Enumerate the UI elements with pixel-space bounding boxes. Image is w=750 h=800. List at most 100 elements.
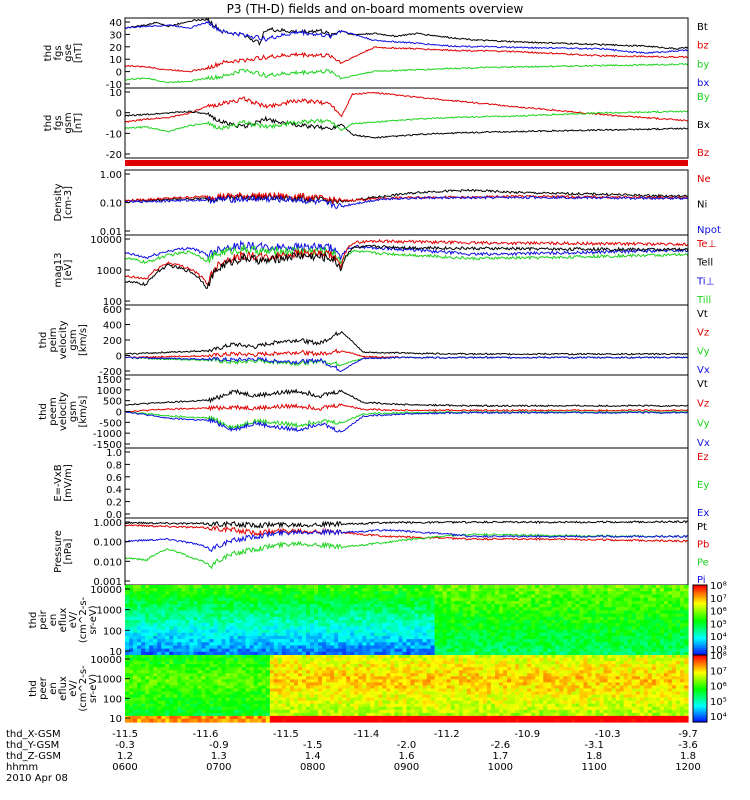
spectrogram-cell [402, 658, 408, 662]
spectrogram-cell [141, 676, 146, 680]
spectrogram-cell [309, 670, 315, 674]
spectrogram-cell [490, 685, 496, 690]
spectrogram-cell [591, 635, 597, 640]
spectrogram-cell [378, 607, 383, 612]
spectrogram-cell [430, 632, 436, 637]
spectrogram-cell [486, 635, 492, 640]
spectrogram-cell [378, 670, 383, 674]
spectrogram-cell [273, 604, 279, 608]
spectrogram-cell [683, 588, 689, 592]
spectrogram-cell [675, 585, 681, 589]
spectrogram-cell [173, 626, 178, 631]
spectrogram-cell [599, 664, 605, 668]
spectrogram-cell [527, 632, 532, 637]
spectrogram-cell [559, 588, 564, 592]
spectrogram-cell [627, 661, 633, 665]
spectrogram-cell [438, 604, 444, 608]
spectrogram-cell [354, 620, 359, 624]
spectrogram-cell [434, 645, 440, 650]
spectrogram-cell [671, 604, 677, 608]
spectrogram-cell [382, 591, 387, 596]
spectrogram-cell [221, 600, 227, 605]
spectrogram-cell [366, 673, 371, 677]
spectrogram-cell [354, 610, 359, 615]
spectrogram-cell [507, 670, 512, 674]
colorbar-segment [693, 627, 707, 630]
spectrogram-cell [535, 661, 540, 665]
spectrogram-cell [543, 676, 548, 680]
spectrogram-cell [438, 655, 444, 659]
spectrogram-cell [153, 594, 158, 599]
spectrogram-cell [141, 588, 146, 592]
spectrogram-cell [370, 626, 375, 631]
spectrogram-cell [161, 645, 166, 650]
spectrogram-cell [185, 658, 190, 662]
spectrogram-cell [293, 588, 299, 592]
spectrogram-cell [205, 635, 211, 640]
spectrogram-cell [181, 604, 186, 608]
spectrogram-cell [683, 670, 689, 674]
spectrogram-cell [189, 673, 194, 677]
spectrogram-cell [406, 673, 412, 677]
spectrogram-cell [237, 588, 243, 592]
spectrogram-cell [322, 664, 327, 668]
spectrogram-cell [498, 632, 504, 637]
spectrogram-cell [318, 667, 323, 671]
spectrogram-cell [511, 623, 516, 627]
spectrogram-cell [237, 623, 243, 627]
spectrogram-cell [225, 588, 231, 592]
spectrogram-cell [579, 632, 585, 637]
spectrogram-cell [257, 635, 263, 640]
spectrogram-cell [181, 632, 186, 637]
spectrogram-cell [233, 597, 239, 602]
spectrogram-cell [273, 610, 279, 615]
spectrogram-cell [370, 645, 375, 650]
spectrogram-cell [410, 635, 416, 640]
spectrogram-cell [338, 676, 343, 680]
spectrogram-cell [627, 585, 633, 589]
spectrogram-cell [478, 594, 484, 599]
spectrogram-cell [519, 588, 524, 592]
spectrogram-cell [675, 629, 681, 634]
series-line-Bx [124, 110, 689, 139]
spectrogram-cell [527, 600, 532, 605]
spectrogram-cell [619, 626, 625, 631]
spectrogram-cell [515, 613, 520, 618]
spectrogram-cell [346, 658, 351, 662]
spectrogram-cell [671, 597, 677, 602]
spectrogram-cell [450, 591, 456, 596]
spectrogram-cell [394, 661, 400, 665]
spectrogram-cell [547, 616, 552, 621]
spectrogram-cell [221, 679, 227, 684]
spectrogram-cell [229, 645, 235, 650]
spectrogram-cell [350, 651, 355, 656]
spectrogram-cell [595, 626, 601, 631]
legend-entry: Bx [697, 120, 710, 131]
spectrogram-cell [217, 685, 223, 690]
spectrogram-cell [503, 632, 508, 637]
spectrogram-cell [659, 600, 665, 605]
spectrogram-cell [599, 688, 605, 693]
spectrogram-cell [623, 620, 629, 624]
spectrogram-cell [161, 610, 166, 615]
spectrogram-cell [189, 664, 194, 668]
spectrogram-cell [511, 588, 516, 592]
spectrogram-cell [410, 629, 416, 634]
spectrogram-cell [245, 588, 251, 592]
spectrogram-cell [667, 648, 673, 653]
spectrogram-cell [567, 651, 572, 656]
spectrogram-cell [458, 588, 464, 592]
spectrogram-cell [482, 613, 488, 618]
spectrogram-cell [422, 626, 428, 631]
spectrogram-cell [342, 667, 347, 671]
spectrogram-cell [213, 685, 219, 690]
y-tick-label: 1000 [97, 386, 122, 397]
spectrogram-cell [615, 642, 621, 647]
spectrogram-cell [314, 645, 319, 650]
spectrogram-cell [314, 682, 319, 687]
spectrogram-cell [519, 670, 524, 674]
spectrogram-cell [213, 626, 219, 631]
spectrogram-cell [390, 642, 396, 647]
spectrogram-cell [221, 623, 227, 627]
